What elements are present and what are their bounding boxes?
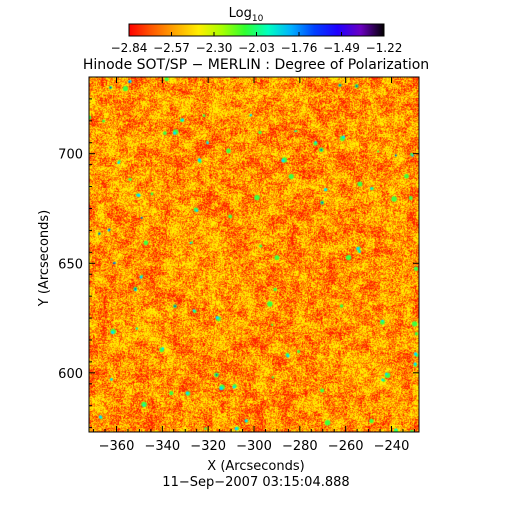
x-tick-label: −360 (99, 439, 135, 454)
y-axis-ticks: 700 650 600 (58, 76, 419, 429)
colorbar-title: Log10 (229, 6, 264, 24)
x-tick-label: −240 (374, 439, 410, 454)
colorbar-tick-label: −2.84 (111, 41, 148, 55)
x-tick-label: −280 (282, 439, 318, 454)
y-axis-label: Y (Arcseconds) (37, 210, 52, 307)
figure-title: Hinode SOT/SP − MERLIN : Degree of Polar… (83, 57, 429, 73)
x-tick-label: −260 (328, 439, 364, 454)
y-tick-label: 700 (58, 148, 83, 163)
polarization-map (89, 77, 419, 432)
y-tick-label: 600 (58, 367, 83, 382)
colorbar-tick-label: −2.03 (238, 41, 275, 55)
colorbar-tick-label: −2.57 (153, 41, 190, 55)
x-tick-label: −340 (144, 439, 180, 454)
y-tick-label: 650 (58, 257, 83, 272)
colorbar-ticks: −2.84 −2.57 −2.30 −2.03 −1.76 −1.49 −1.22 (111, 32, 403, 55)
x-axis-label: X (Arcseconds) (207, 459, 304, 474)
colorbar-tick-label: −2.30 (196, 41, 233, 55)
colorbar-tick-label: −1.49 (323, 41, 360, 55)
observation-date: 11−Sep−2007 03:15:04.888 (162, 475, 349, 490)
colorbar-tick-label: −1.22 (366, 41, 403, 55)
x-tick-label: −320 (190, 439, 226, 454)
polarization-map-image (89, 77, 419, 432)
x-axis-ticks: −360 −340 −320 −300 −280 −260 −240 (93, 77, 415, 454)
colorbar-tick-label: −1.76 (281, 41, 318, 55)
x-tick-label: −300 (236, 439, 272, 454)
